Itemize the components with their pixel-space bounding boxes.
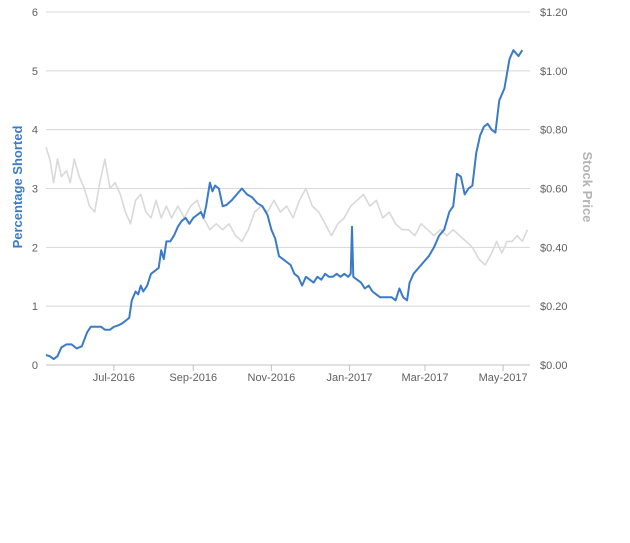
percentage-shorted-line xyxy=(45,49,524,361)
y-right-axis-ticks: $0.00 $0.20 $0.40 $0.60 $0.80 $1.00 $1.20 xyxy=(540,7,568,372)
y-right-tick-label: $0.60 xyxy=(540,184,568,196)
gridlines xyxy=(46,11,530,366)
x-axis-ticks: Jul-2016 Sep-2016 Nov-2016 Jan-2017 Mar-2017… xyxy=(93,365,528,384)
x-tick-label: Sep-2016 xyxy=(169,372,217,384)
y-left-tick-label: 5 xyxy=(32,66,38,78)
y-left-axis-title: Percentage Shorted xyxy=(10,126,25,249)
y-right-axis-title: Stock Price xyxy=(580,152,595,223)
y-right-tick-label: $1.20 xyxy=(540,7,568,19)
x-tick-label: Jul-2016 xyxy=(93,372,135,384)
y-left-tick-label: 3 xyxy=(32,184,38,196)
y-left-tick-label: 4 xyxy=(32,125,38,137)
y-left-tick-label: 0 xyxy=(32,360,38,372)
y-left-tick-label: 6 xyxy=(32,7,38,19)
x-tick-label: Nov-2016 xyxy=(248,372,296,384)
y-right-tick-label: $1.00 xyxy=(540,66,568,78)
series-lines xyxy=(45,49,529,361)
y-left-tick-label: 1 xyxy=(32,301,38,313)
y-right-tick-label: $0.00 xyxy=(540,360,568,372)
stock-price-line xyxy=(45,147,529,266)
y-left-tick-label: 2 xyxy=(32,242,38,254)
axes: Jul-2016 Sep-2016 Nov-2016 Jan-2017 Mar-2017… xyxy=(32,7,568,384)
x-tick-label: May-2017 xyxy=(479,372,528,384)
x-tick-label: Jan-2017 xyxy=(327,372,373,384)
y-right-tick-label: $0.20 xyxy=(540,301,568,313)
y-right-tick-label: $0.40 xyxy=(540,242,568,254)
y-left-axis-ticks: 0 1 2 3 4 5 6 xyxy=(32,7,38,372)
y-right-tick-label: $0.80 xyxy=(540,125,568,137)
x-tick-label: Mar-2017 xyxy=(401,372,448,384)
